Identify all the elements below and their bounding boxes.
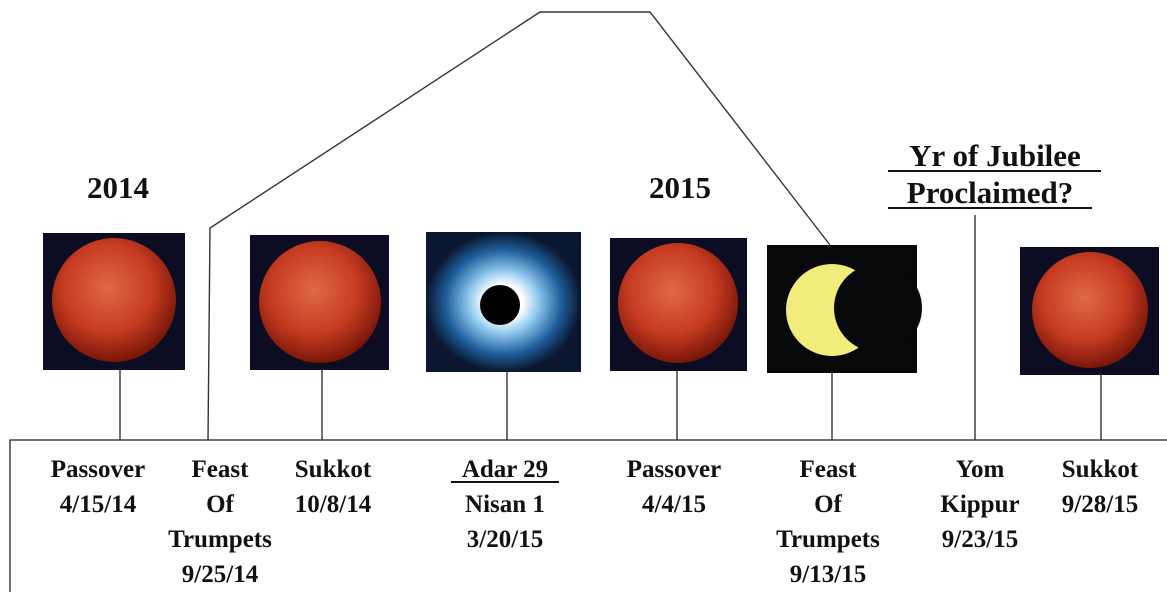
event-label: Of (814, 491, 842, 518)
event-label: Feast (800, 456, 858, 483)
year-heading: 2014 (87, 170, 149, 205)
event-label: Adar 29 (462, 456, 548, 483)
connector-line (208, 12, 830, 440)
event-label: Nisan 1 (465, 491, 545, 518)
event-label: Passover (627, 456, 721, 483)
blood-moon (250, 235, 389, 370)
event-label: Sukkot (295, 456, 372, 483)
event-label: 4/15/14 (60, 491, 137, 518)
event-label: Passover (51, 456, 145, 483)
event-label: Trumpets (168, 526, 272, 553)
event-label: Trumpets (776, 526, 880, 553)
jubilee-heading: Proclaimed? (907, 175, 1073, 210)
event-label: Feast (192, 456, 250, 483)
event-label: 9/23/15 (942, 526, 1018, 553)
year-heading: 2015 (649, 170, 711, 205)
solar-eclipse (426, 232, 581, 372)
event-label: 9/28/15 (1062, 491, 1138, 518)
blood-moon (43, 233, 185, 370)
event-label: 9/25/14 (182, 561, 259, 588)
event-label: Kippur (940, 491, 1019, 518)
event-label: Yom (956, 456, 1005, 483)
diagram: 2014 2015 Yr of Jubilee Proclaimed? Pass… (0, 0, 1167, 592)
event-label: 4/4/15 (642, 491, 706, 518)
event-label: 9/13/15 (790, 561, 866, 588)
jubilee-heading: Yr of Jubilee (909, 138, 1081, 173)
event-label: Sukkot (1062, 456, 1139, 483)
event-label: 3/20/15 (467, 526, 543, 553)
blood-moon (610, 238, 747, 371)
blood-moon (1020, 247, 1159, 375)
event-label: Of (206, 491, 234, 518)
event-label: 10/8/14 (295, 491, 372, 518)
partial-eclipse (767, 245, 922, 373)
